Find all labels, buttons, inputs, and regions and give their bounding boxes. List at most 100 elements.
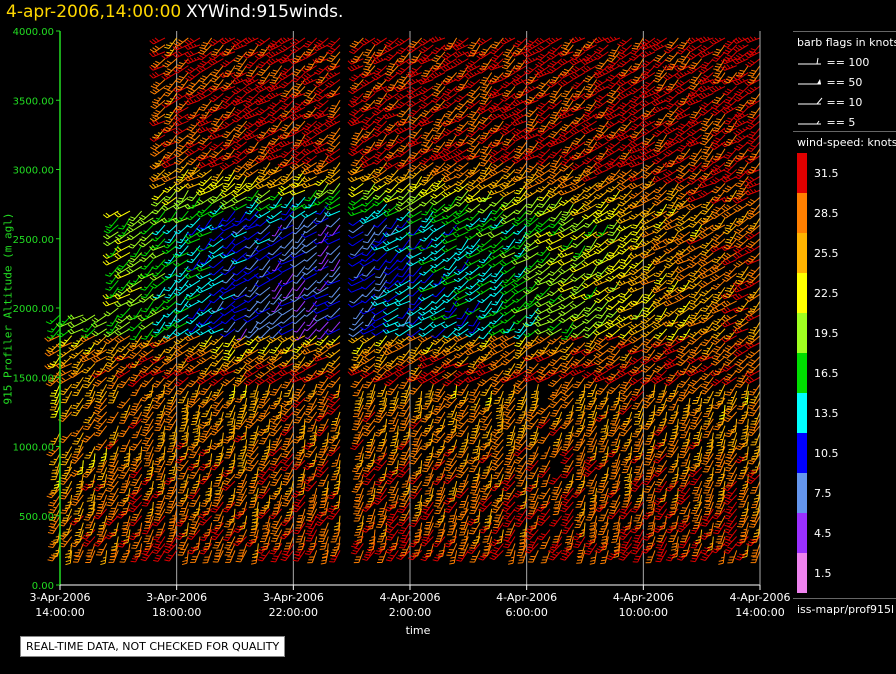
wind-barb-feather [180, 455, 186, 458]
wind-barb-feather [225, 101, 230, 106]
wind-barb-feather [265, 87, 271, 93]
wind-barb-feather [166, 72, 172, 77]
wind-barb [111, 376, 119, 389]
wind-barb [189, 72, 201, 82]
wind-barb-feather [273, 403, 279, 406]
wind-barb-feather [211, 282, 215, 286]
wind-barb-feather [173, 181, 179, 185]
wind-barb [62, 356, 73, 366]
wind-barb-feather [204, 531, 210, 534]
wind-barb [158, 460, 166, 473]
wind-barb-feather [163, 176, 168, 181]
wind-barb-feather [256, 482, 263, 485]
wind-barb-feather [293, 126, 299, 130]
wind-barb-feather [109, 337, 114, 341]
wind-barb-feather [175, 351, 181, 356]
wind-barb-feather [106, 380, 112, 382]
wind-barb-feather [153, 174, 159, 178]
wind-barb-feather [157, 438, 163, 440]
wind-barb-feather [247, 466, 253, 469]
wind-barb [279, 404, 283, 418]
wind-barb-feather [210, 351, 216, 354]
wind-barb-feather [199, 539, 205, 542]
wind-barb-feather [233, 128, 239, 132]
wind-barb-feather [199, 172, 205, 177]
wind-barb-feather [152, 164, 158, 167]
wind-barb-feather [219, 227, 224, 232]
wind-barb [134, 473, 143, 486]
wind-barb-feather [100, 559, 106, 563]
wind-barb-feather [233, 59, 239, 63]
wind-barb-feather [166, 426, 172, 428]
wind-barb [118, 252, 131, 260]
wind-barb-feather [120, 313, 124, 316]
wind-barb-feather [256, 183, 262, 188]
wind-barb-feather [44, 352, 50, 357]
wind-barb-feather [207, 309, 212, 315]
wind-barb [208, 439, 213, 453]
wind-barb [296, 120, 306, 132]
wind-barb-feather [252, 79, 256, 82]
wind-barb-feather [95, 541, 101, 545]
wind-barb-feather [305, 532, 311, 535]
wind-barb-feather [129, 255, 136, 258]
wind-barb-feather [209, 364, 215, 367]
wind-barb-feather [233, 371, 239, 374]
wind-barb-feather [196, 247, 201, 252]
wind-barb-feather [213, 391, 219, 394]
wind-barb [200, 328, 212, 336]
wind-barb [150, 481, 154, 495]
wind-barb [235, 189, 247, 198]
wind-barb-feather [196, 228, 201, 232]
wind-barb-feather [281, 498, 287, 500]
wind-barb-feather [168, 171, 172, 175]
wind-barb [190, 376, 201, 388]
wind-barb-feather [282, 296, 287, 299]
wind-barb-feather [250, 403, 256, 405]
wind-barb [194, 515, 201, 528]
wind-barb-feather [234, 504, 240, 507]
wind-barb [179, 141, 189, 152]
wind-barb-feather [309, 360, 313, 363]
wind-barb-feather [298, 106, 302, 110]
wind-barb-feather [275, 92, 279, 96]
wind-barb-feather [260, 546, 266, 550]
wind-barb [118, 210, 131, 218]
wind-barb-feather [271, 234, 275, 237]
wind-barb-feather [212, 528, 218, 532]
wind-barb-feather [293, 402, 299, 406]
wind-barb-feather [102, 214, 108, 219]
wind-barb [234, 293, 247, 301]
wind-barb-feather [222, 199, 228, 204]
wind-barb [157, 321, 166, 334]
wind-barb-feather [207, 494, 211, 497]
wind-barb-feather [149, 276, 155, 281]
wind-barb [105, 446, 108, 460]
wind-barb-feather [259, 148, 265, 151]
wind-barb-feather [96, 349, 102, 352]
wind-barb-feather [118, 264, 124, 268]
wind-barb-feather [71, 372, 77, 375]
wind-barb [215, 113, 224, 126]
wind-barb-feather [200, 77, 206, 81]
wind-barb [173, 508, 178, 522]
wind-barb-feather [134, 340, 139, 343]
wind-barb [148, 515, 154, 529]
wind-barb-feather [280, 185, 286, 190]
wind-barb-feather [293, 309, 298, 312]
wind-barb-feather [60, 416, 66, 420]
wind-barb-feather [161, 263, 167, 268]
wind-barb-feather [207, 226, 212, 231]
wind-barb-feather [178, 197, 184, 200]
wind-barb-feather [300, 473, 304, 476]
wind-barb-feather [120, 401, 126, 404]
wind-barb-feather [306, 523, 312, 526]
wind-barb-feather [207, 61, 213, 66]
wind-barb-feather [260, 470, 266, 474]
wind-barb-feather [216, 455, 222, 458]
wind-barb-feather [178, 532, 184, 536]
wind-barb-feather [219, 371, 224, 376]
wind-barb-feather [210, 129, 216, 132]
wind-barb [176, 106, 189, 115]
wind-barb-feather [200, 213, 204, 217]
